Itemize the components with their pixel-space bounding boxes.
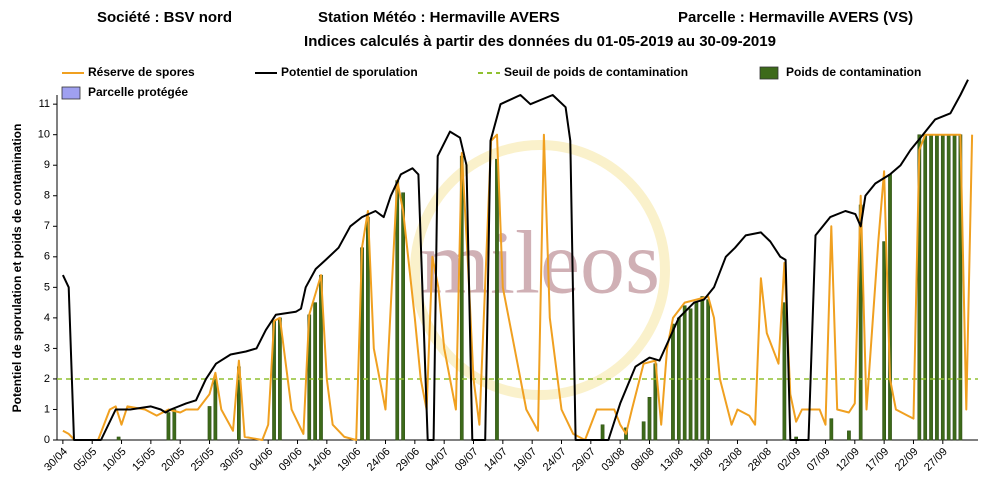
y-tick-label: 9 [44,159,50,171]
x-tick-label: 09/06 [277,446,305,474]
x-tick-label: 05/05 [71,446,99,474]
y-tick-label: 2 [44,373,50,385]
bar [166,412,171,441]
bar [313,302,317,441]
bar [172,409,177,441]
x-tick-label: 09/07 [453,446,481,474]
bar [782,302,787,441]
y-tick-label: 10 [38,129,50,141]
x-tick-label: 30/05 [218,446,246,474]
legend-label: Parcelle protégée [88,85,188,99]
bar [278,317,282,441]
bar [829,418,834,441]
x-tick-label: 08/08 [629,446,657,474]
bar [600,424,605,441]
x-tick-label: 04/07 [423,446,451,474]
bar [700,296,705,441]
bar [213,378,218,441]
legend-label: Seuil de poids de contamination [504,65,688,79]
header-station: Station Météo : Hermaville AVERS [318,9,560,26]
legend-label: Poids de contamination [786,65,921,79]
y-tick-label: 1 [44,403,50,415]
y-tick-label: 6 [44,251,50,263]
y-axis-label: Potentiel de sporulation et poids de con… [10,124,24,413]
bar [495,158,499,441]
x-tick-label: 23/08 [717,446,745,474]
bar [940,134,945,441]
x-tick-label: 03/08 [599,446,627,474]
bar [952,134,957,441]
x-tick-label: 07/09 [805,446,833,474]
x-tick-label: 19/07 [511,446,539,474]
bar [882,241,886,441]
x-tick-label: 29/06 [394,446,422,474]
x-tick-label: 17/09 [863,446,891,474]
x-tick-label: 02/09 [775,446,803,474]
bar [917,134,922,441]
x-tick-label: 14/06 [306,446,334,474]
legend-label: Potentiel de sporulation [281,65,418,79]
x-tick-label: 12/09 [834,446,862,474]
x-tick-label: 24/07 [541,446,569,474]
legend-swatch [759,66,779,80]
legend-swatch [61,86,81,100]
bar [706,299,711,441]
line [61,79,969,441]
bar [682,305,687,441]
y-tick-label: 8 [44,190,50,202]
x-tick-label: 14/07 [482,446,510,474]
y-tick-label: 11 [39,98,50,110]
x-tick-label: 28/08 [746,446,774,474]
x-tick-label: 25/05 [189,446,217,474]
watermark-circle [410,140,670,400]
y-tick-label: 4 [44,312,50,324]
bar [847,430,851,441]
bar [929,134,933,441]
bar [641,421,646,441]
y-tick-label: 5 [44,281,50,293]
x-tick-label: 29/07 [570,446,598,474]
x-tick-label: 15/05 [130,446,158,474]
line [62,133,974,441]
x-tick-label: 19/06 [335,446,363,474]
y-tick-label: 3 [44,342,50,354]
header-societe: Société : BSV nord [97,9,232,26]
bar [923,134,928,441]
x-tick-label: 24/06 [365,446,393,474]
bar [946,134,951,441]
x-tick-label: 20/05 [159,446,187,474]
bar [647,397,652,441]
legend-label: Réserve de spores [88,65,195,79]
x-tick-label: 10/05 [101,446,129,474]
chart-title: Indices calculés à partir des données du… [304,33,776,50]
bar [401,192,405,441]
header-parcelle: Parcelle : Hermaville AVERS (VS) [678,9,913,26]
bar [688,308,693,441]
x-tick-label: 22/09 [893,446,921,474]
y-tick-label: 7 [44,220,50,232]
x-tick-label: 18/08 [687,446,715,474]
x-tick-label: 13/08 [658,446,686,474]
bar [935,134,939,441]
y-tick-label: 0 [44,434,50,446]
x-tick-label: 30/04 [42,446,70,474]
x-tick-label: 04/06 [247,446,275,474]
bar [207,406,212,441]
bar [694,302,699,441]
bar [116,436,121,441]
bar [671,323,675,441]
x-tick-label: 27/09 [922,446,950,474]
